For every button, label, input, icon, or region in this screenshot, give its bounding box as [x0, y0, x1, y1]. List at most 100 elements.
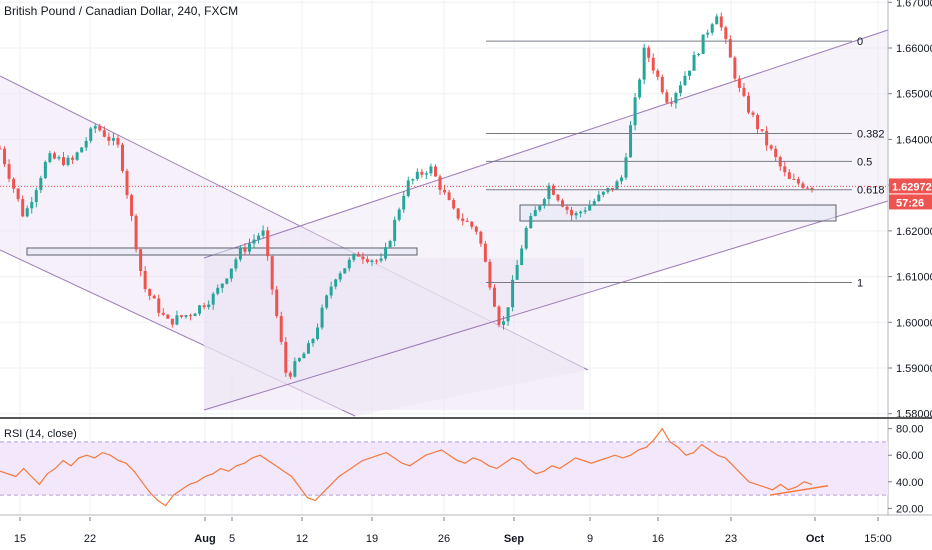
time-tick-label: 19 — [366, 533, 378, 545]
candle-body — [474, 226, 478, 232]
candles — [0, 12, 814, 380]
candle-body — [656, 70, 660, 77]
candle-body — [565, 206, 569, 210]
candle-body — [461, 218, 465, 221]
candle-body — [783, 166, 787, 173]
candle-body — [456, 208, 460, 219]
candle-body — [352, 253, 356, 260]
candle-body — [379, 258, 383, 261]
candle-body — [12, 178, 16, 189]
price-tick-label: 1.66000 — [896, 43, 932, 55]
candle-body — [492, 287, 496, 307]
candle-body — [433, 166, 437, 177]
rsi-label: RSI (14, close) — [4, 428, 77, 440]
support-box — [26, 247, 418, 256]
candle-body — [175, 315, 179, 325]
candle-body — [329, 286, 333, 296]
rsi-line — [0, 427, 813, 507]
candle-body — [511, 279, 515, 308]
candle-body — [393, 219, 397, 241]
candle-body — [62, 157, 66, 165]
candle-body — [497, 306, 501, 325]
last-price-tag — [889, 178, 932, 194]
candle-body — [624, 157, 628, 178]
candle-body — [293, 361, 297, 377]
candle-body — [728, 39, 732, 58]
chart-title: British Pound / Canadian Dollar, 240, FX… — [4, 4, 238, 18]
candle-body — [170, 318, 174, 325]
candle-body — [615, 181, 619, 190]
candle-body — [397, 209, 401, 220]
candle-body — [765, 130, 769, 146]
candle-body — [316, 327, 320, 339]
candle-body — [139, 249, 143, 271]
shaded-zone — [204, 258, 584, 410]
candle-body — [43, 161, 47, 179]
price-axis: 1.670001.660001.650001.640001.630001.620… — [0, 0, 932, 515]
candle-body — [334, 279, 338, 287]
candle-body — [710, 24, 714, 33]
countdown-value: 57:26 — [896, 197, 924, 209]
candle-body — [483, 243, 487, 262]
candle-body — [80, 147, 84, 153]
candle-body — [715, 16, 719, 25]
candle-body — [356, 253, 360, 257]
candle-body — [760, 129, 764, 131]
candle-body — [21, 199, 25, 217]
candle-body — [338, 273, 342, 280]
fib-level-label: 0.382 — [857, 128, 885, 140]
candle-body — [583, 210, 587, 212]
candle-body — [34, 190, 38, 203]
candle-body — [651, 57, 655, 71]
time-tick-label: 5 — [229, 533, 235, 545]
candle-body — [438, 176, 442, 190]
last-price-value: 1.62972 — [892, 181, 932, 193]
candle-body — [275, 289, 279, 317]
candle-body — [388, 240, 392, 248]
rsi-band — [0, 441, 888, 496]
candle-body — [406, 180, 410, 196]
rsi-trendline — [769, 485, 829, 496]
time-tick-label: 9 — [587, 533, 593, 545]
candle-body — [601, 191, 605, 195]
candle-body — [57, 157, 61, 159]
candle-body — [470, 221, 474, 227]
candle-body — [719, 16, 723, 28]
fibonacci-retracement: 0 0.382 0.5 0.618 1 — [486, 36, 885, 290]
candle-body — [39, 178, 43, 191]
candle-body — [370, 260, 374, 262]
candle-body — [429, 166, 433, 174]
candle-body — [279, 316, 283, 342]
candle-body — [737, 78, 741, 88]
candle-body — [252, 239, 256, 244]
price-tick-label: 1.64000 — [896, 134, 932, 146]
candle-body — [148, 289, 152, 296]
candle-body — [592, 201, 596, 205]
candle-body — [515, 264, 519, 280]
candle-body — [402, 195, 406, 210]
candle-body — [502, 321, 506, 325]
candle-body — [647, 47, 651, 58]
candle-body — [674, 92, 678, 104]
candle-body — [306, 343, 310, 354]
resistance-box — [519, 204, 837, 222]
candle-body — [238, 248, 242, 260]
rsi-tick-label: 80.00 — [896, 424, 924, 436]
candle-body — [801, 183, 805, 188]
candle-body — [93, 126, 97, 129]
price-tick-label: 1.61000 — [896, 272, 932, 284]
fib-level-label: 0.618 — [857, 185, 885, 197]
candle-body — [746, 95, 750, 113]
candle-body — [638, 79, 642, 98]
price-tick-label: 1.60000 — [896, 317, 932, 329]
candle-body — [697, 53, 701, 55]
candle-body — [288, 372, 292, 377]
candle-body — [669, 102, 673, 104]
candle-body — [570, 209, 574, 216]
candle-body — [642, 47, 646, 80]
candle-body — [597, 194, 601, 202]
time-tick-label: Sep — [504, 533, 524, 545]
candle-body — [257, 235, 261, 240]
time-tick-label: Oct — [806, 533, 825, 545]
candle-body — [588, 204, 592, 211]
